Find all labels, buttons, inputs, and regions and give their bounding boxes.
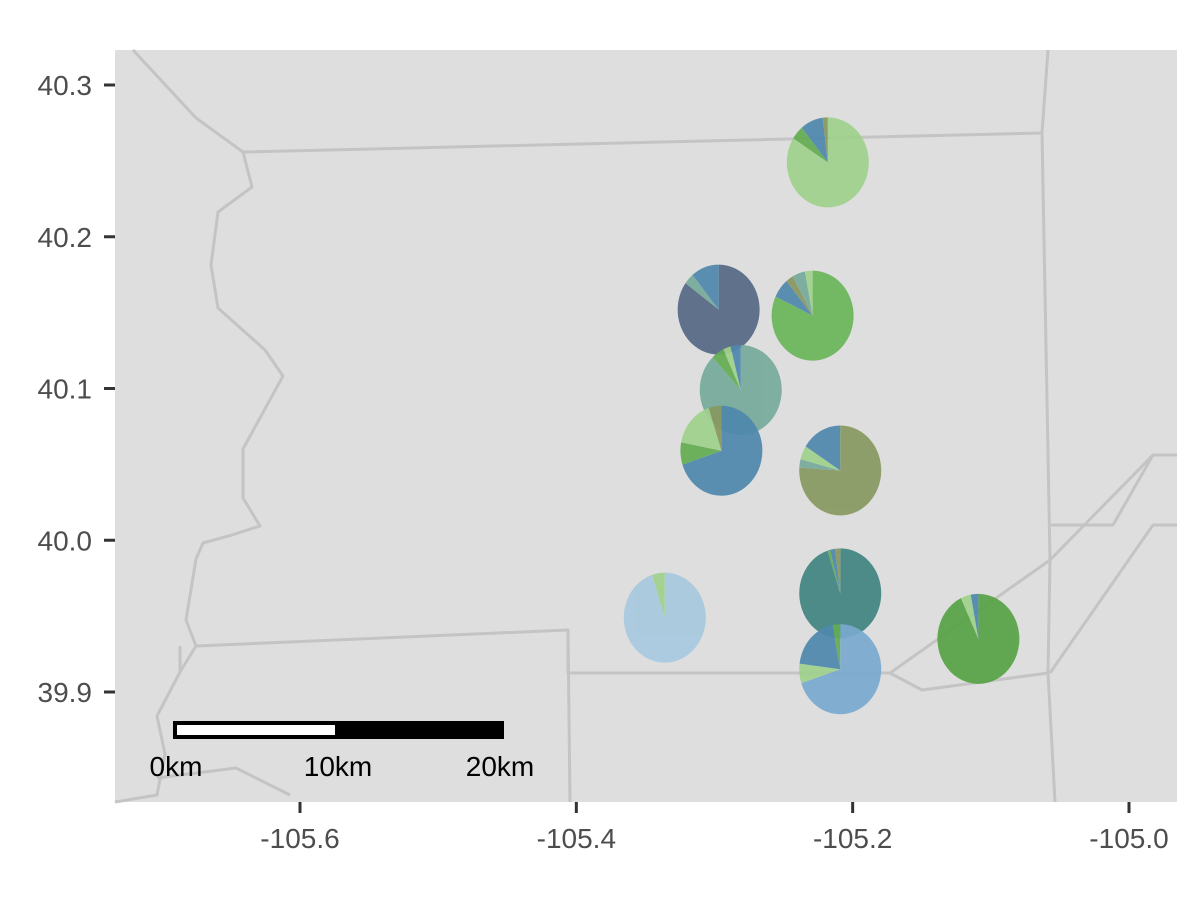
y-tick-label: 40.0: [38, 525, 93, 556]
pie-slice: [681, 407, 722, 451]
pie-slice: [799, 625, 841, 670]
pie-site-9: [937, 593, 1020, 684]
pie-slice: [730, 345, 741, 391]
pie-slice: [771, 270, 854, 361]
scale-bar: 0km 10km 20km: [150, 721, 534, 782]
pie-slice: [786, 117, 869, 208]
pie-slice: [793, 127, 828, 163]
pie-site-8: [623, 572, 706, 663]
pie-slice: [692, 264, 719, 310]
pie-site-3: [771, 270, 854, 361]
pie-slice: [830, 548, 841, 594]
pie-slice: [712, 349, 741, 391]
scale-label-0: 0km: [150, 751, 203, 782]
pie-slice: [835, 548, 841, 594]
pie-slice: [804, 270, 813, 316]
pie-slice: [822, 117, 828, 163]
pie-slice: [801, 117, 828, 163]
pie-slice: [799, 425, 882, 516]
boundary-east: [1040, 132, 1057, 803]
pie-site-2: [677, 264, 760, 355]
pie-slice: [937, 593, 1020, 684]
pie-slice: [792, 271, 813, 316]
x-tick-label: -105.2: [813, 823, 892, 854]
axes: -105.6 -105.4 -105.2 -105.0 39.9 40.0 40.1 40.2…: [38, 70, 1169, 854]
boundary-far-east: [1048, 523, 1177, 674]
pies-layer: [623, 117, 1020, 715]
pie-slice: [680, 442, 722, 465]
y-tick-label: 40.3: [38, 70, 93, 101]
pie-slice: [786, 276, 813, 316]
scale-bar-segment-white: [173, 721, 339, 739]
pie-site-5: [680, 405, 763, 496]
pie-slice: [800, 446, 841, 471]
pie-slice: [677, 264, 760, 355]
scale-label-20: 20km: [466, 751, 534, 782]
y-tick-label: 39.9: [38, 677, 93, 708]
scale-label-10: 10km: [304, 751, 372, 782]
pie-site-7: [799, 548, 882, 639]
pie-slice: [799, 663, 841, 684]
pie-slice: [685, 274, 719, 310]
x-tick-label: -105.6: [260, 823, 339, 854]
boundary-southwest: [156, 766, 291, 797]
pie-slice: [708, 405, 722, 451]
pie-slice: [799, 459, 841, 471]
pie-slice: [775, 280, 813, 316]
pie-slice: [652, 572, 665, 618]
boundary-west-county: [114, 48, 285, 804]
pie-site-6: [799, 425, 882, 516]
pie-slice: [801, 624, 882, 715]
x-tick-label: -105.4: [537, 823, 616, 854]
pie-slice: [827, 549, 841, 594]
pie-slice: [682, 405, 763, 496]
scale-bar-segment-black: [335, 721, 504, 739]
y-tick-label: 40.2: [38, 222, 93, 253]
pie-slice: [723, 346, 741, 391]
x-tick-label: -105.0: [1089, 823, 1168, 854]
pie-slice: [960, 594, 979, 639]
pie-site-10: [799, 624, 882, 715]
boundary-east-notch: [1050, 454, 1155, 527]
pie-slice: [805, 425, 841, 471]
pie-site-1: [786, 117, 869, 208]
pie-slice: [970, 593, 979, 639]
y-tick-label: 40.1: [38, 374, 93, 405]
pie-slice: [832, 624, 841, 670]
map-panel: [115, 50, 1177, 802]
